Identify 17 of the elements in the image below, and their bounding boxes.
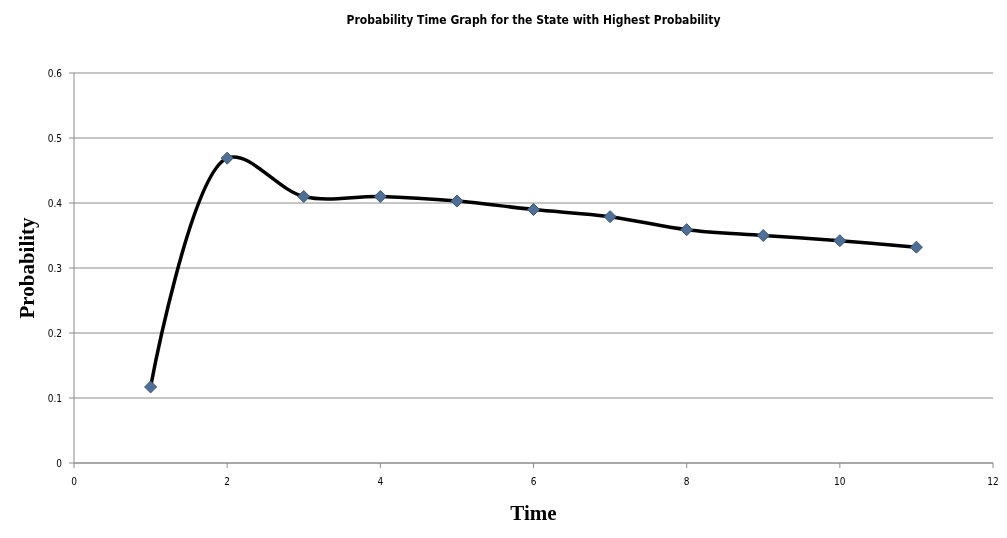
x-tick-label: 6 — [530, 476, 537, 487]
y-tick-label: 0.5 — [47, 132, 62, 144]
x-tick-label: 0 — [71, 476, 78, 487]
x-tick-label: 8 — [683, 476, 690, 487]
chart-title: Probability Time Graph for the State with Highest Probability — [346, 13, 721, 27]
y-tick-label: 0 — [56, 457, 63, 469]
x-tick-label: 10 — [834, 476, 846, 487]
x-tick-label: 12 — [987, 476, 999, 487]
y-tick-label: 0.4 — [47, 197, 63, 209]
y-axis-title: Probability — [15, 216, 39, 319]
y-tick-label: 0.2 — [47, 327, 62, 339]
x-axis-title: Time — [510, 501, 557, 525]
x-tick-label: 4 — [377, 476, 384, 487]
y-tick-label: 0.1 — [47, 392, 62, 404]
y-tick-label: 0.3 — [47, 262, 62, 274]
y-tick-label: 0.6 — [47, 67, 63, 79]
x-tick-label: 2 — [224, 476, 231, 487]
